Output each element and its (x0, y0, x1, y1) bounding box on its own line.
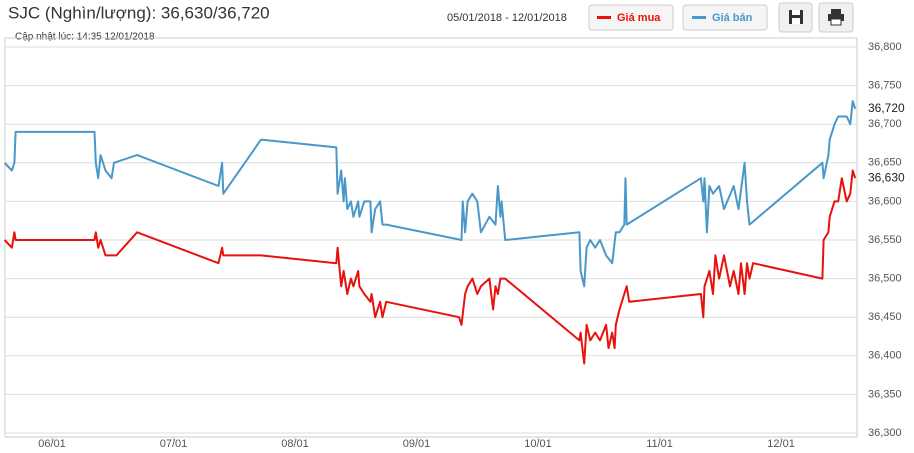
chart-title: SJC (Nghìn/lượng): 36,630/36,720 (8, 3, 270, 22)
current-value-bg (862, 170, 912, 187)
legend-swatch (597, 16, 611, 19)
save-icon (792, 10, 800, 15)
y-tick-label: 36,750 (868, 80, 902, 92)
legend-label: Giá mua (617, 12, 661, 24)
y-tick-label: 36,650 (868, 157, 902, 169)
save-icon (792, 18, 800, 24)
y-tick-label: 36,450 (868, 311, 902, 323)
y-tick-label: 36,350 (868, 388, 902, 400)
print-icon (831, 9, 841, 14)
series-line (3, 100, 857, 288)
y-tick-label: 36,800 (868, 41, 902, 53)
x-tick-label: 07/01 (160, 438, 188, 450)
legend-button[interactable]: Giá bán (682, 4, 768, 31)
print-button[interactable] (818, 2, 854, 33)
series-line (3, 169, 857, 365)
print-icon (828, 14, 844, 21)
y-tick-label: 36,700 (868, 118, 902, 130)
y-tick-label: 36,400 (868, 350, 902, 362)
save-button[interactable] (778, 2, 813, 33)
x-tick-label: 11/01 (646, 438, 673, 450)
button-frame (682, 4, 768, 31)
date-range: 05/01/2018 - 12/01/2018 (447, 12, 567, 24)
x-tick-label: 09/01 (403, 438, 431, 450)
button-frame (588, 4, 674, 31)
legend-swatch (692, 16, 706, 19)
x-tick-label: 06/01 (38, 438, 66, 450)
x-tick-label: 08/01 (281, 438, 309, 450)
current-value-bg (862, 100, 912, 117)
print-icon (830, 18, 842, 26)
current-value: 36,720 (862, 100, 912, 117)
y-tick-label: 36,550 (868, 234, 902, 246)
y-tick-label: 36,600 (868, 195, 902, 207)
current-value: 36,630 (862, 170, 912, 187)
y-tick-label: 36,500 (868, 273, 902, 285)
x-tick-label: 10/01 (524, 438, 552, 450)
legend-button[interactable]: Giá mua (588, 4, 674, 31)
current-value-label: 36,630 (868, 170, 905, 184)
chart-subtitle: Cập nhật lúc: 14:35 12/01/2018 (15, 32, 155, 43)
legend-label: Giá bán (712, 12, 753, 24)
y-tick-label: 36,300 (868, 427, 902, 439)
x-tick-label: 12/01 (767, 438, 795, 450)
current-value-label: 36,720 (868, 101, 905, 115)
plot-frame (4, 37, 858, 438)
